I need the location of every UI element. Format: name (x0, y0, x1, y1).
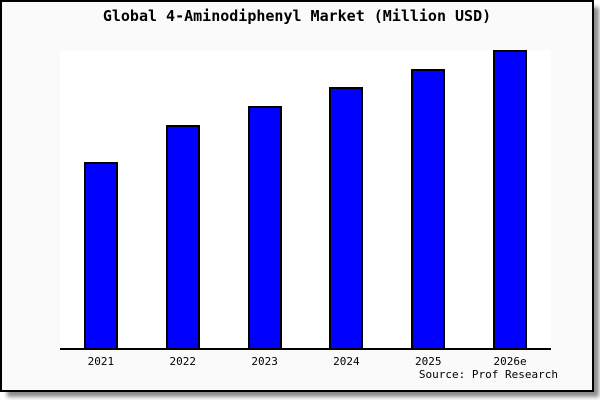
bar-2022 (165, 124, 200, 348)
chart-title: Global 4-Aminodiphenyl Market (Million U… (102, 7, 492, 25)
bar-2026e (493, 50, 528, 348)
bar-2024 (329, 87, 364, 348)
x-tick-label-2022: 2022 (169, 355, 197, 368)
bar-2023 (247, 105, 282, 348)
x-tick-label-2023: 2023 (251, 355, 278, 368)
x-tick-label-2026e: 2026e (493, 355, 527, 368)
chart-figure: Global 4-Aminodiphenyl Market (Million U… (0, 0, 594, 392)
plot-area (60, 50, 551, 350)
x-tick-label-2021: 2021 (87, 355, 115, 368)
bar-2025 (411, 68, 446, 348)
x-tick-label-2025: 2025 (415, 355, 442, 368)
source-credit: Source: Prof Research (418, 368, 558, 381)
x-tick-label-2024: 2024 (333, 355, 360, 368)
bar-2021 (83, 161, 118, 348)
